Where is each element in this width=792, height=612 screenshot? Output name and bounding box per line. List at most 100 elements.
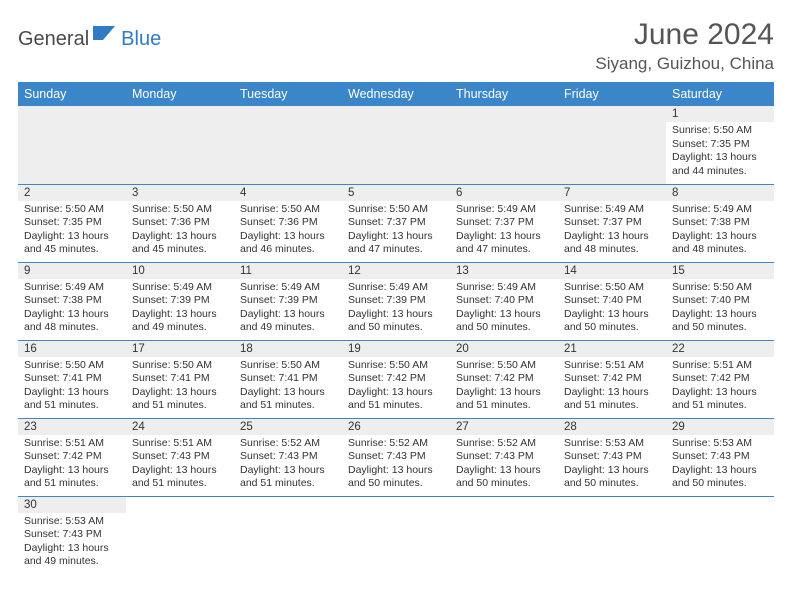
calendar-cell bbox=[18, 106, 126, 184]
day-number: 10 bbox=[126, 263, 234, 279]
calendar-cell: 23Sunrise: 5:51 AMSunset: 7:42 PMDayligh… bbox=[18, 418, 126, 496]
calendar-week-row: 1Sunrise: 5:50 AMSunset: 7:35 PMDaylight… bbox=[18, 106, 774, 184]
calendar-cell bbox=[126, 106, 234, 184]
logo-text-2: Blue bbox=[121, 28, 161, 51]
day-number: 26 bbox=[342, 419, 450, 435]
calendar-cell: 3Sunrise: 5:50 AMSunset: 7:36 PMDaylight… bbox=[126, 184, 234, 262]
calendar-cell: 6Sunrise: 5:49 AMSunset: 7:37 PMDaylight… bbox=[450, 184, 558, 262]
weekday-header-row: Sunday Monday Tuesday Wednesday Thursday… bbox=[18, 82, 774, 106]
calendar-cell: 14Sunrise: 5:50 AMSunset: 7:40 PMDayligh… bbox=[558, 262, 666, 340]
calendar-cell bbox=[558, 106, 666, 184]
day-number: 17 bbox=[126, 341, 234, 357]
day-detail: Sunrise: 5:52 AMSunset: 7:43 PMDaylight:… bbox=[450, 435, 558, 496]
calendar-cell: 30Sunrise: 5:53 AMSunset: 7:43 PMDayligh… bbox=[18, 496, 126, 574]
calendar-table: Sunday Monday Tuesday Wednesday Thursday… bbox=[18, 82, 774, 574]
day-number: 18 bbox=[234, 341, 342, 357]
day-number: 23 bbox=[18, 419, 126, 435]
calendar-cell: 24Sunrise: 5:51 AMSunset: 7:43 PMDayligh… bbox=[126, 418, 234, 496]
day-number: 30 bbox=[18, 497, 126, 513]
day-number: 11 bbox=[234, 263, 342, 279]
calendar-week-row: 23Sunrise: 5:51 AMSunset: 7:42 PMDayligh… bbox=[18, 418, 774, 496]
weekday-header: Thursday bbox=[450, 82, 558, 106]
day-detail: Sunrise: 5:52 AMSunset: 7:43 PMDaylight:… bbox=[234, 435, 342, 496]
day-number: 5 bbox=[342, 185, 450, 201]
day-detail: Sunrise: 5:49 AMSunset: 7:39 PMDaylight:… bbox=[126, 279, 234, 340]
day-number: 2 bbox=[18, 185, 126, 201]
day-number: 15 bbox=[666, 263, 774, 279]
day-detail: Sunrise: 5:49 AMSunset: 7:37 PMDaylight:… bbox=[558, 201, 666, 262]
day-detail: Sunrise: 5:49 AMSunset: 7:39 PMDaylight:… bbox=[234, 279, 342, 340]
day-detail: Sunrise: 5:53 AMSunset: 7:43 PMDaylight:… bbox=[558, 435, 666, 496]
day-number: 8 bbox=[666, 185, 774, 201]
day-number: 19 bbox=[342, 341, 450, 357]
calendar-week-row: 2Sunrise: 5:50 AMSunset: 7:35 PMDaylight… bbox=[18, 184, 774, 262]
day-number: 6 bbox=[450, 185, 558, 201]
day-number: 1 bbox=[666, 106, 774, 122]
calendar-week-row: 16Sunrise: 5:50 AMSunset: 7:41 PMDayligh… bbox=[18, 340, 774, 418]
calendar-cell: 27Sunrise: 5:52 AMSunset: 7:43 PMDayligh… bbox=[450, 418, 558, 496]
calendar-cell bbox=[558, 496, 666, 574]
calendar-cell: 29Sunrise: 5:53 AMSunset: 7:43 PMDayligh… bbox=[666, 418, 774, 496]
calendar-cell: 28Sunrise: 5:53 AMSunset: 7:43 PMDayligh… bbox=[558, 418, 666, 496]
calendar-cell: 17Sunrise: 5:50 AMSunset: 7:41 PMDayligh… bbox=[126, 340, 234, 418]
logo-text-1: General bbox=[18, 28, 89, 51]
day-number: 22 bbox=[666, 341, 774, 357]
calendar-cell bbox=[342, 106, 450, 184]
calendar-cell: 8Sunrise: 5:49 AMSunset: 7:38 PMDaylight… bbox=[666, 184, 774, 262]
calendar-cell: 1Sunrise: 5:50 AMSunset: 7:35 PMDaylight… bbox=[666, 106, 774, 184]
location: Siyang, Guizhou, China bbox=[595, 54, 774, 74]
day-number: 28 bbox=[558, 419, 666, 435]
calendar-cell bbox=[450, 496, 558, 574]
calendar-cell: 19Sunrise: 5:50 AMSunset: 7:42 PMDayligh… bbox=[342, 340, 450, 418]
logo-flag-icon bbox=[93, 24, 119, 47]
day-detail: Sunrise: 5:51 AMSunset: 7:43 PMDaylight:… bbox=[126, 435, 234, 496]
calendar-cell: 2Sunrise: 5:50 AMSunset: 7:35 PMDaylight… bbox=[18, 184, 126, 262]
day-detail: Sunrise: 5:50 AMSunset: 7:36 PMDaylight:… bbox=[234, 201, 342, 262]
day-number: 14 bbox=[558, 263, 666, 279]
calendar-cell: 7Sunrise: 5:49 AMSunset: 7:37 PMDaylight… bbox=[558, 184, 666, 262]
day-number: 21 bbox=[558, 341, 666, 357]
day-number: 4 bbox=[234, 185, 342, 201]
calendar-cell bbox=[234, 496, 342, 574]
calendar-cell: 21Sunrise: 5:51 AMSunset: 7:42 PMDayligh… bbox=[558, 340, 666, 418]
calendar-cell bbox=[342, 496, 450, 574]
day-number: 9 bbox=[18, 263, 126, 279]
weekday-header: Monday bbox=[126, 82, 234, 106]
day-detail: Sunrise: 5:51 AMSunset: 7:42 PMDaylight:… bbox=[666, 357, 774, 418]
calendar-cell bbox=[234, 106, 342, 184]
day-number: 27 bbox=[450, 419, 558, 435]
day-number: 13 bbox=[450, 263, 558, 279]
title-block: June 2024 Siyang, Guizhou, China bbox=[595, 18, 774, 74]
weekday-header: Saturday bbox=[666, 82, 774, 106]
calendar-cell: 15Sunrise: 5:50 AMSunset: 7:40 PMDayligh… bbox=[666, 262, 774, 340]
day-detail: Sunrise: 5:49 AMSunset: 7:39 PMDaylight:… bbox=[342, 279, 450, 340]
day-detail: Sunrise: 5:50 AMSunset: 7:37 PMDaylight:… bbox=[342, 201, 450, 262]
weekday-header: Tuesday bbox=[234, 82, 342, 106]
header: General Blue June 2024 Siyang, Guizhou, … bbox=[18, 18, 774, 74]
day-number: 29 bbox=[666, 419, 774, 435]
calendar-cell: 22Sunrise: 5:51 AMSunset: 7:42 PMDayligh… bbox=[666, 340, 774, 418]
calendar-cell: 5Sunrise: 5:50 AMSunset: 7:37 PMDaylight… bbox=[342, 184, 450, 262]
day-number: 12 bbox=[342, 263, 450, 279]
day-detail: Sunrise: 5:49 AMSunset: 7:40 PMDaylight:… bbox=[450, 279, 558, 340]
day-number: 24 bbox=[126, 419, 234, 435]
calendar-week-row: 9Sunrise: 5:49 AMSunset: 7:38 PMDaylight… bbox=[18, 262, 774, 340]
calendar-cell: 10Sunrise: 5:49 AMSunset: 7:39 PMDayligh… bbox=[126, 262, 234, 340]
calendar-cell: 26Sunrise: 5:52 AMSunset: 7:43 PMDayligh… bbox=[342, 418, 450, 496]
calendar-cell: 12Sunrise: 5:49 AMSunset: 7:39 PMDayligh… bbox=[342, 262, 450, 340]
day-detail: Sunrise: 5:53 AMSunset: 7:43 PMDaylight:… bbox=[666, 435, 774, 496]
calendar-cell: 13Sunrise: 5:49 AMSunset: 7:40 PMDayligh… bbox=[450, 262, 558, 340]
day-detail: Sunrise: 5:49 AMSunset: 7:38 PMDaylight:… bbox=[18, 279, 126, 340]
day-number: 3 bbox=[126, 185, 234, 201]
weekday-header: Wednesday bbox=[342, 82, 450, 106]
day-detail: Sunrise: 5:49 AMSunset: 7:37 PMDaylight:… bbox=[450, 201, 558, 262]
day-detail: Sunrise: 5:51 AMSunset: 7:42 PMDaylight:… bbox=[558, 357, 666, 418]
day-number: 20 bbox=[450, 341, 558, 357]
day-detail: Sunrise: 5:50 AMSunset: 7:42 PMDaylight:… bbox=[450, 357, 558, 418]
calendar-cell: 4Sunrise: 5:50 AMSunset: 7:36 PMDaylight… bbox=[234, 184, 342, 262]
calendar-cell: 16Sunrise: 5:50 AMSunset: 7:41 PMDayligh… bbox=[18, 340, 126, 418]
day-detail: Sunrise: 5:50 AMSunset: 7:41 PMDaylight:… bbox=[234, 357, 342, 418]
calendar-cell: 20Sunrise: 5:50 AMSunset: 7:42 PMDayligh… bbox=[450, 340, 558, 418]
day-detail: Sunrise: 5:50 AMSunset: 7:42 PMDaylight:… bbox=[342, 357, 450, 418]
day-detail: Sunrise: 5:50 AMSunset: 7:41 PMDaylight:… bbox=[126, 357, 234, 418]
